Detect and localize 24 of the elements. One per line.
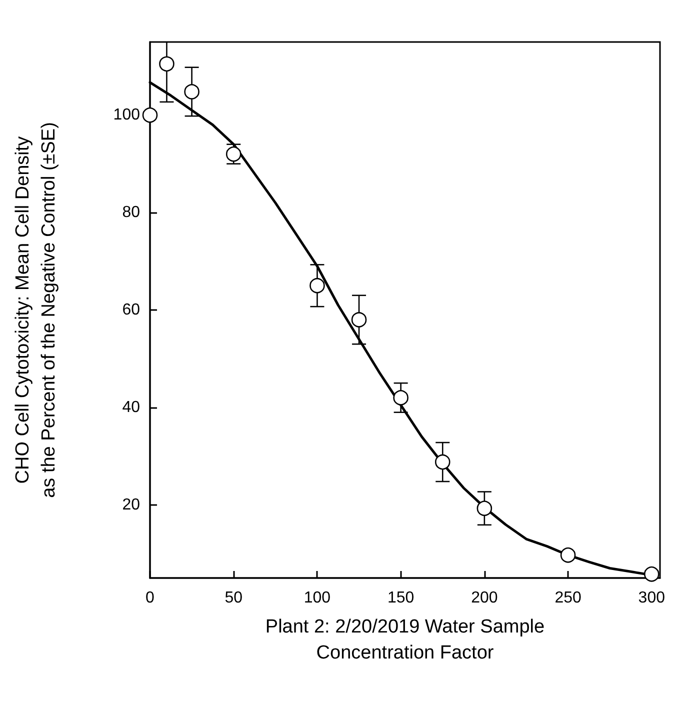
point <box>351 312 367 328</box>
x-tick-label: 200 <box>471 590 498 606</box>
x-tick-label: 50 <box>224 590 243 606</box>
y-tick-label: 60 <box>122 302 140 318</box>
y-tick-label: 80 <box>122 204 140 222</box>
point <box>142 107 158 123</box>
x-axis-title: Plant 2: 2/20/2019 Water Sample Concentration Factor <box>265 616 545 664</box>
point <box>159 56 174 72</box>
x-tick-label: 100 <box>304 590 331 606</box>
x-tick-label: 0 <box>146 590 155 606</box>
y-axis-title: CHO Cell Cytotoxicity: Mean Cell Density as the Percent of the Negative Control (±SE) <box>12 122 60 498</box>
point <box>476 500 492 516</box>
point <box>184 84 200 100</box>
y-tick-label: 20 <box>122 496 140 514</box>
point <box>393 390 408 406</box>
point <box>434 454 450 470</box>
point <box>644 566 660 582</box>
x-tick-label: 150 <box>387 590 414 606</box>
point <box>310 278 325 294</box>
point <box>560 547 576 563</box>
y-tick-label: 100 <box>113 106 140 124</box>
x-tick-label: 300 <box>638 590 666 606</box>
x-tick-label: 250 <box>554 590 582 606</box>
y-tick-label: 40 <box>122 398 140 416</box>
